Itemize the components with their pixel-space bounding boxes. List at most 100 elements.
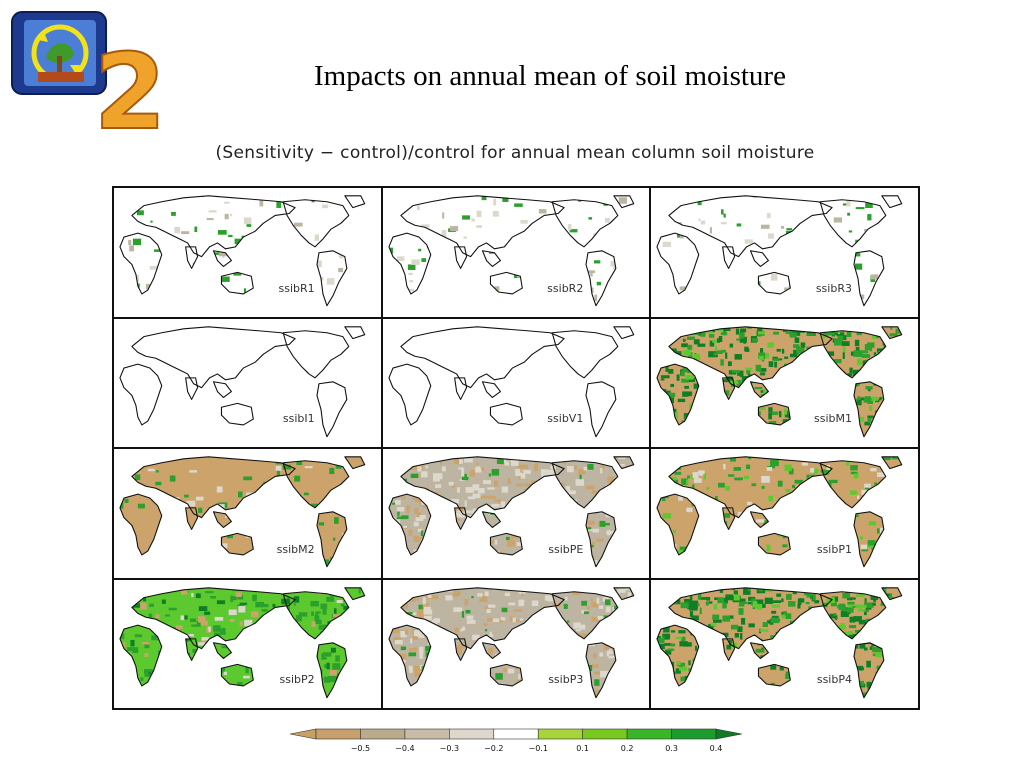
colorbar: −0.5−0.4−0.3−0.2−0.10.10.20.30.40.5: [289, 728, 743, 753]
coastline-africa: [119, 493, 163, 556]
coastline-seasia: [481, 380, 501, 398]
map-panel-ssibP4: ssibP4: [650, 578, 919, 709]
coastline-greenland: [612, 586, 634, 600]
map-panel-ssibV1: ssibV1: [381, 317, 651, 448]
coastline-north-america: [282, 199, 350, 248]
coastline-greenland: [612, 456, 634, 470]
panel-label: ssibR2: [547, 281, 584, 295]
coastline-india: [453, 637, 467, 661]
colorbar-segment: [537, 728, 583, 740]
colorbar-tick-label: −0.2: [484, 744, 503, 753]
coastline-south-america: [585, 511, 617, 568]
coastline-india: [453, 507, 467, 530]
soil-moisture-field: [657, 587, 903, 698]
coastline-north-america: [551, 590, 619, 639]
colorbar-segment: [315, 728, 361, 740]
coastline-india: [185, 507, 199, 530]
coastline-australia: [489, 271, 523, 295]
map-panel-ssibM2: ssibM2: [113, 448, 382, 579]
world-map: [119, 325, 366, 437]
coastline-greenland: [612, 195, 634, 209]
coastline-north-america: [551, 329, 619, 378]
coastline-australia: [220, 271, 254, 295]
coastline-north-america: [282, 329, 350, 378]
coastline-africa: [119, 363, 163, 425]
panel-label: ssibR1: [278, 281, 315, 295]
coastline-africa: [388, 624, 431, 686]
colorbar-tick-label: −0.5: [351, 744, 370, 753]
coastline-greenland: [881, 586, 903, 600]
coastline-africa: [656, 493, 700, 556]
coastline-europe-asia: [131, 325, 296, 388]
coastline-india: [722, 376, 736, 400]
coastline-africa: [388, 232, 431, 295]
coastline-north-america: [819, 590, 887, 639]
map-panel-ssibPE: ssibPE: [381, 448, 651, 579]
coastline-south-america: [316, 511, 348, 568]
coastline-india: [453, 376, 467, 400]
coastline-australia: [758, 532, 792, 556]
coastline-greenland: [881, 195, 903, 209]
coastline-europe-asia: [400, 325, 565, 388]
coastline-australia: [758, 663, 792, 686]
colorbar-tick-label: 0.3: [665, 744, 678, 753]
coastline-greenland: [344, 325, 366, 339]
panel-label: ssibPE: [548, 542, 584, 556]
colorbar-segment: [671, 728, 717, 740]
soil-moisture-field: [388, 195, 634, 306]
panel-label: ssibP1: [816, 542, 852, 556]
coastline-africa: [119, 232, 163, 295]
colorbar-segment: [493, 728, 539, 740]
coastline-south-america: [853, 511, 885, 568]
coastline-greenland: [881, 325, 903, 339]
map-panel-ssibP3: ssibP3: [381, 578, 651, 709]
world-map: [388, 325, 634, 437]
coastline-australia: [489, 532, 523, 556]
world-map: [656, 195, 903, 307]
coastline-australia: [758, 271, 792, 295]
colorbar-segment: [404, 728, 450, 740]
map-panel-ssibR1: ssibR1: [113, 187, 382, 318]
coastline-north-america: [282, 590, 350, 639]
coastline-south-america: [853, 641, 885, 698]
coastline-india: [722, 246, 736, 269]
coastline-africa: [656, 624, 700, 686]
coastline-australia: [489, 402, 523, 425]
panel-label: ssibM1: [813, 412, 852, 425]
colorbar-tick-label: 0.1: [576, 744, 589, 753]
panel-label: ssibV1: [547, 412, 584, 425]
coastline-australia: [489, 663, 523, 686]
coastline-africa: [656, 363, 700, 425]
coastline-seasia: [481, 511, 501, 529]
map-panel-ssibP2: ssibP2: [113, 578, 382, 709]
world-map: [656, 586, 903, 698]
panel-label: ssibP2: [279, 673, 315, 686]
coastline-india: [185, 246, 199, 269]
map-panel-ssibI1: ssibI1: [113, 317, 382, 448]
world-map: [119, 586, 366, 698]
coastline-india: [453, 246, 467, 269]
panel-label: ssibP4: [816, 673, 852, 686]
coastline-europe-asia: [668, 325, 833, 388]
coastline-india: [185, 376, 199, 400]
coastline-africa: [656, 232, 700, 295]
coastline-europe-asia: [400, 456, 565, 519]
coastline-africa: [388, 493, 431, 556]
colorbar-tick-label: 0.4: [710, 744, 723, 753]
coastline-india: [722, 507, 736, 530]
coastline-europe-asia: [131, 586, 296, 649]
coastline-europe-asia: [668, 195, 833, 258]
coastline-australia: [220, 532, 254, 556]
coastline-seasia: [212, 380, 232, 398]
coastline-south-america: [316, 250, 348, 307]
map-panel-ssibP1: ssibP1: [650, 448, 919, 579]
soil-moisture-field: [657, 456, 903, 567]
map-panel-ssibR2: ssibR2: [381, 187, 651, 318]
world-map: [388, 456, 634, 568]
panel-label: ssibP3: [548, 673, 584, 686]
coastline-greenland: [881, 456, 903, 470]
colorbar-tick-label: −0.1: [529, 744, 548, 753]
panel-label: ssibR3: [815, 281, 852, 295]
coastline-europe-asia: [668, 456, 833, 519]
colorbar-tick-label: −0.3: [440, 744, 459, 753]
